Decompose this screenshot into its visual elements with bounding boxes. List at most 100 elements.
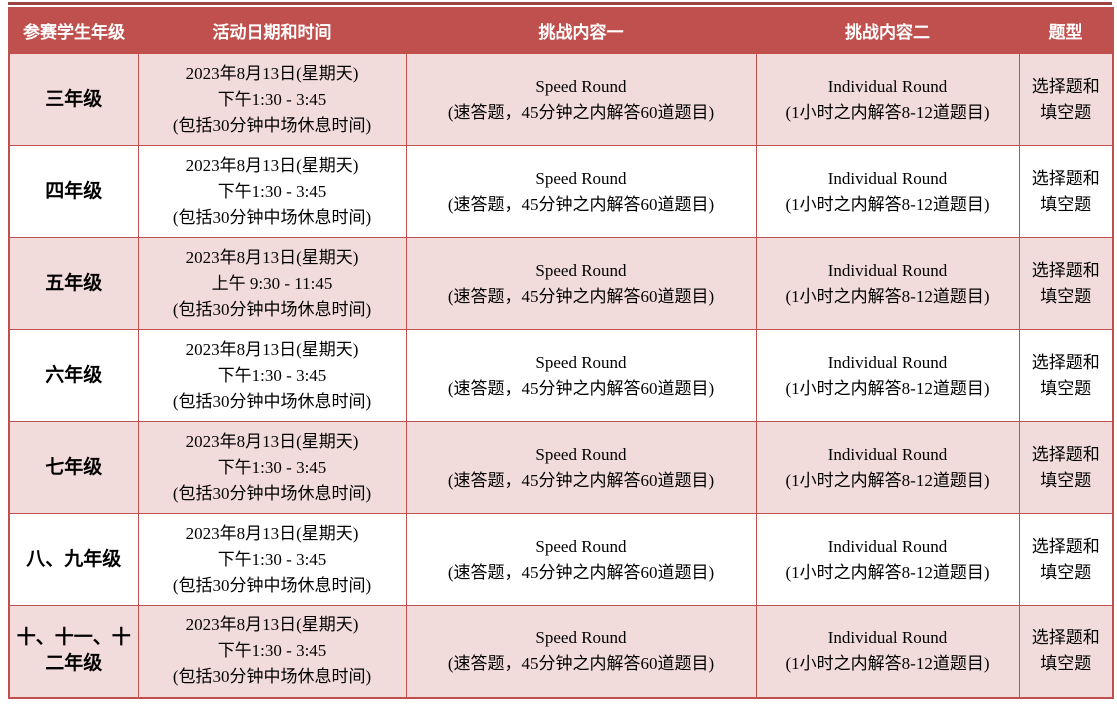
- challenge2-desc: (1小时之内解答8-12道题目): [785, 102, 990, 122]
- challenge1-cell: Speed Round (速答题，45分钟之内解答60道题目): [405, 421, 757, 514]
- challenge1-desc: (速答题，45分钟之内解答60道题目): [447, 654, 715, 674]
- table-top-border: [8, 2, 1112, 5]
- challenge1-cell: Speed Round (速答题，45分钟之内解答60道题目): [405, 145, 757, 238]
- time-line: 下午1:30 - 3:45: [217, 549, 327, 569]
- datetime-cell: 2023年8月13日(星期天) 下午1:30 - 3:45 (包括30分钟中场休…: [137, 605, 407, 698]
- challenge2-desc: (1小时之内解答8-12道题目): [785, 286, 990, 306]
- table-row: 十、十一、十二年级 2023年8月13日(星期天) 下午1:30 - 3:45 …: [8, 605, 1114, 698]
- question-type-cell: 选择题和填空题: [1018, 53, 1114, 146]
- challenge2-title: Individual Round: [827, 352, 948, 372]
- break-note-line: (包括30分钟中场休息时间): [172, 207, 372, 227]
- challenge2-cell: Individual Round (1小时之内解答8-12道题目): [755, 421, 1020, 514]
- time-line: 下午1:30 - 3:45: [217, 457, 327, 477]
- grade-cell: 八、九年级: [8, 513, 139, 606]
- time-line: 下午1:30 - 3:45: [217, 181, 327, 201]
- challenge2-title: Individual Round: [827, 536, 948, 556]
- datetime-cell: 2023年8月13日(星期天) 下午1:30 - 3:45 (包括30分钟中场休…: [137, 421, 407, 514]
- challenge1-cell: Speed Round (速答题，45分钟之内解答60道题目): [405, 237, 757, 330]
- question-type-cell: 选择题和填空题: [1018, 513, 1114, 606]
- challenge2-desc: (1小时之内解答8-12道题目): [785, 470, 990, 490]
- date-line: 2023年8月13日(星期天): [185, 431, 359, 451]
- challenge1-desc: (速答题，45分钟之内解答60道题目): [447, 378, 715, 398]
- header-datetime: 活动日期和时间: [138, 7, 406, 54]
- datetime-cell: 2023年8月13日(星期天) 上午 9:30 - 11:45 (包括30分钟中…: [137, 237, 407, 330]
- grade-cell: 三年级: [8, 53, 139, 146]
- time-line: 下午1:30 - 3:45: [217, 365, 327, 385]
- challenge2-title: Individual Round: [827, 444, 948, 464]
- table-row: 八、九年级 2023年8月13日(星期天) 下午1:30 - 3:45 (包括3…: [8, 513, 1114, 606]
- challenge1-title: Speed Round: [535, 536, 627, 556]
- break-note-line: (包括30分钟中场休息时间): [172, 299, 372, 319]
- header-challenge-2: 挑战内容二: [756, 7, 1019, 54]
- challenge2-cell: Individual Round (1小时之内解答8-12道题目): [755, 145, 1020, 238]
- challenge1-cell: Speed Round (速答题，45分钟之内解答60道题目): [405, 605, 757, 698]
- date-line: 2023年8月13日(星期天): [185, 523, 359, 543]
- challenge2-desc: (1小时之内解答8-12道题目): [785, 654, 990, 674]
- grade-cell: 六年级: [8, 329, 139, 422]
- date-line: 2023年8月13日(星期天): [185, 247, 359, 267]
- question-type-cell: 选择题和填空题: [1018, 421, 1114, 514]
- challenge1-desc: (速答题，45分钟之内解答60道题目): [447, 102, 715, 122]
- break-note-line: (包括30分钟中场休息时间): [172, 483, 372, 503]
- challenge2-title: Individual Round: [827, 260, 948, 280]
- datetime-cell: 2023年8月13日(星期天) 下午1:30 - 3:45 (包括30分钟中场休…: [137, 145, 407, 238]
- challenge2-cell: Individual Round (1小时之内解答8-12道题目): [755, 329, 1020, 422]
- table-row: 七年级 2023年8月13日(星期天) 下午1:30 - 3:45 (包括30分…: [8, 421, 1114, 514]
- challenge2-cell: Individual Round (1小时之内解答8-12道题目): [755, 53, 1020, 146]
- header-challenge-1: 挑战内容一: [406, 7, 756, 54]
- date-line: 2023年8月13日(星期天): [185, 339, 359, 359]
- challenge1-title: Speed Round: [535, 444, 627, 464]
- question-type-cell: 选择题和填空题: [1018, 145, 1114, 238]
- question-type-cell: 选择题和填空题: [1018, 237, 1114, 330]
- time-line: 上午 9:30 - 11:45: [211, 273, 333, 293]
- time-line: 下午1:30 - 3:45: [217, 89, 327, 109]
- challenge2-cell: Individual Round (1小时之内解答8-12道题目): [755, 605, 1020, 698]
- grade-cell: 七年级: [8, 421, 139, 514]
- time-line: 下午1:30 - 3:45: [217, 641, 327, 661]
- datetime-cell: 2023年8月13日(星期天) 下午1:30 - 3:45 (包括30分钟中场休…: [137, 53, 407, 146]
- challenge1-cell: Speed Round (速答题，45分钟之内解答60道题目): [405, 53, 757, 146]
- grade-cell: 十、十一、十二年级: [8, 605, 139, 698]
- challenge1-title: Speed Round: [535, 168, 627, 188]
- challenge1-desc: (速答题，45分钟之内解答60道题目): [447, 286, 715, 306]
- challenge2-desc: (1小时之内解答8-12道题目): [785, 378, 990, 398]
- table-row: 四年级 2023年8月13日(星期天) 下午1:30 - 3:45 (包括30分…: [8, 145, 1114, 238]
- challenge2-desc: (1小时之内解答8-12道题目): [785, 194, 990, 214]
- header-row: 参赛学生年级 活动日期和时间 挑战内容一 挑战内容二 题型: [9, 7, 1113, 54]
- challenge1-cell: Speed Round (速答题，45分钟之内解答60道题目): [405, 513, 757, 606]
- header-question-type: 题型: [1019, 7, 1113, 54]
- grade-cell: 四年级: [8, 145, 139, 238]
- challenge1-title: Speed Round: [535, 628, 627, 648]
- table-row: 三年级 2023年8月13日(星期天) 下午1:30 - 3:45 (包括30分…: [8, 53, 1114, 146]
- challenge1-title: Speed Round: [535, 352, 627, 372]
- date-line: 2023年8月13日(星期天): [185, 155, 359, 175]
- schedule-table: 参赛学生年级 活动日期和时间 挑战内容一 挑战内容二 题型 三年级 2023年8…: [8, 7, 1114, 699]
- challenge1-title: Speed Round: [535, 76, 627, 96]
- datetime-cell: 2023年8月13日(星期天) 下午1:30 - 3:45 (包括30分钟中场休…: [137, 513, 407, 606]
- question-type-cell: 选择题和填空题: [1018, 605, 1114, 698]
- break-note-line: (包括30分钟中场休息时间): [172, 667, 372, 687]
- challenge2-cell: Individual Round (1小时之内解答8-12道题目): [755, 513, 1020, 606]
- challenge1-desc: (速答题，45分钟之内解答60道题目): [447, 194, 715, 214]
- date-line: 2023年8月13日(星期天): [185, 63, 359, 83]
- table-row: 六年级 2023年8月13日(星期天) 下午1:30 - 3:45 (包括30分…: [8, 329, 1114, 422]
- challenge2-title: Individual Round: [827, 76, 948, 96]
- challenge2-title: Individual Round: [827, 628, 948, 648]
- date-line: 2023年8月13日(星期天): [185, 615, 359, 635]
- challenge2-title: Individual Round: [827, 168, 948, 188]
- challenge1-title: Speed Round: [535, 260, 627, 280]
- challenge1-desc: (速答题，45分钟之内解答60道题目): [447, 562, 715, 582]
- table-row: 五年级 2023年8月13日(星期天) 上午 9:30 - 11:45 (包括3…: [8, 237, 1114, 330]
- question-type-cell: 选择题和填空题: [1018, 329, 1114, 422]
- challenge2-cell: Individual Round (1小时之内解答8-12道题目): [755, 237, 1020, 330]
- break-note-line: (包括30分钟中场休息时间): [172, 575, 372, 595]
- break-note-line: (包括30分钟中场休息时间): [172, 115, 372, 135]
- grade-cell: 五年级: [8, 237, 139, 330]
- challenge1-cell: Speed Round (速答题，45分钟之内解答60道题目): [405, 329, 757, 422]
- break-note-line: (包括30分钟中场休息时间): [172, 391, 372, 411]
- challenge2-desc: (1小时之内解答8-12道题目): [785, 562, 990, 582]
- header-grade: 参赛学生年级: [9, 7, 138, 54]
- datetime-cell: 2023年8月13日(星期天) 下午1:30 - 3:45 (包括30分钟中场休…: [137, 329, 407, 422]
- challenge1-desc: (速答题，45分钟之内解答60道题目): [447, 470, 715, 490]
